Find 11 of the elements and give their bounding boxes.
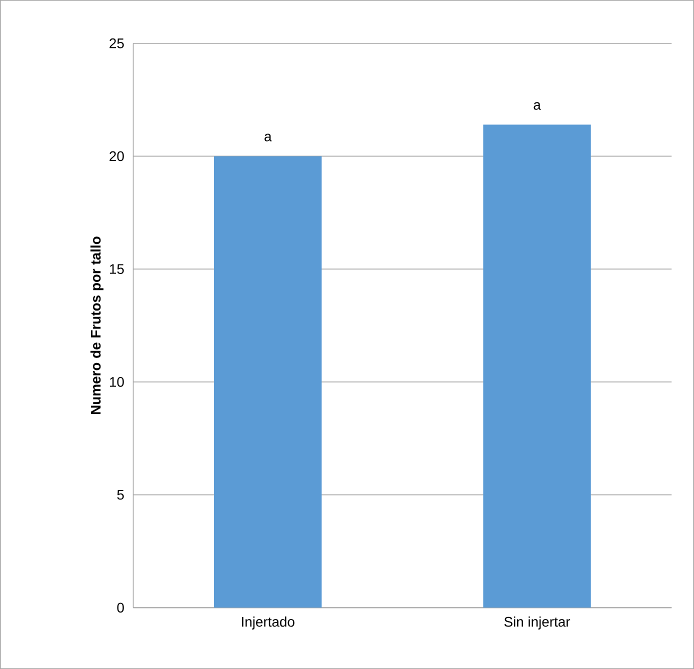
annotation: a	[264, 134, 272, 142]
y-tick-label: 10	[110, 377, 124, 387]
y-tick-label: 25	[110, 38, 124, 48]
y-tick-label: 0	[117, 602, 124, 613]
y-tick-label: 5	[117, 490, 124, 500]
annotation: a	[534, 102, 541, 110]
y-tick-label: 20	[110, 151, 124, 162]
y-tick-label: 15	[110, 264, 124, 274]
x-tick-label: Sin injertar	[504, 616, 570, 630]
y-axis-title: Numero de Frutos por tallo	[90, 236, 104, 414]
x-tick-label: Injertado	[242, 616, 294, 630]
